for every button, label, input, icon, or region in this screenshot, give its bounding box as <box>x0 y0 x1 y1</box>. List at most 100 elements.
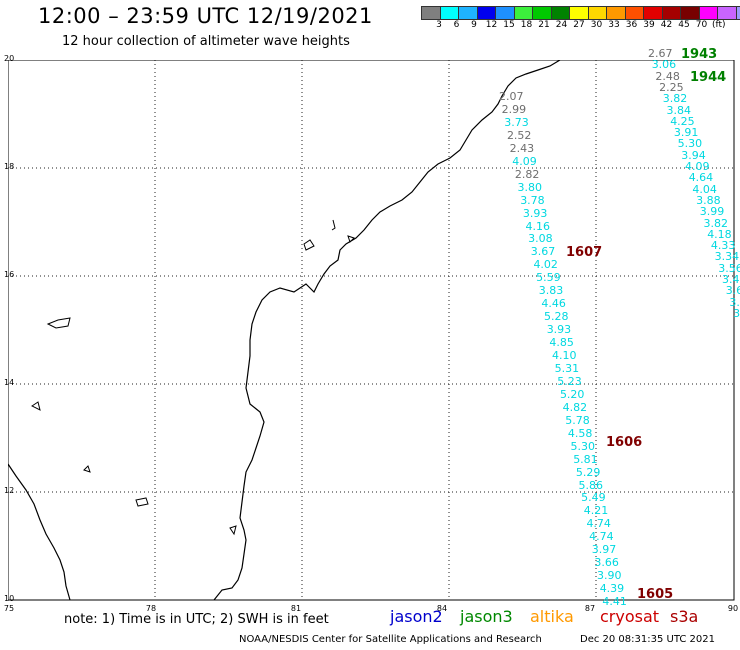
satellite-legend-s3a: s3a <box>670 607 699 626</box>
wave-height-value: 3.67 <box>530 245 556 259</box>
latitude-tick-label: 12 <box>4 486 15 495</box>
footer-note: note: 1) Time is in UTC; 2) SWH is in fe… <box>64 612 329 627</box>
wave-height-value: 4.09 <box>685 160 710 173</box>
wave-height-value: 3.06 <box>651 58 677 72</box>
color-scale-unit: (ft) <box>712 20 726 30</box>
color-scale-label: 30 <box>590 20 603 30</box>
wave-height-value: 4.74 <box>589 530 614 544</box>
wave-height-value: 4.64 <box>688 171 714 185</box>
wave-height-value: 2.43 <box>509 141 535 155</box>
island-8 <box>229 525 237 536</box>
wave-height-value: 4.21 <box>583 504 609 518</box>
longitude-tick-label: 78 <box>145 604 157 613</box>
wave-height-value: 5.30 <box>570 439 596 453</box>
coastline-mainland <box>213 60 561 601</box>
color-scale-label: 42 <box>660 20 673 30</box>
wave-height-value: 5.31 <box>554 361 580 375</box>
wave-height-value: 4.33 <box>710 239 736 253</box>
latitude-tick-label: 14 <box>4 378 15 387</box>
wave-height-value: 3.34 <box>714 250 740 264</box>
color-scale-swatch <box>476 6 496 20</box>
satellite-legend-cryosat: cryosat <box>600 607 660 626</box>
color-scale-swatch <box>643 6 663 20</box>
color-scale-swatch <box>661 6 681 20</box>
pass-time-label: 1944 <box>690 70 727 85</box>
longitude-tick-label: 90 <box>727 604 739 613</box>
satellite-legend-jason2: jason2 <box>390 607 443 626</box>
wave-height-value: 3.78 <box>520 193 545 207</box>
color-scale-label: 9 <box>471 20 477 30</box>
wave-height-value: 3.93 <box>546 323 572 337</box>
wave-height-value: 4.10 <box>552 349 577 362</box>
color-scale-swatch <box>587 6 607 20</box>
coastline-west <box>8 463 71 601</box>
color-scale-label: 24 <box>555 20 568 30</box>
wave-height-value: 3.90 <box>597 569 622 583</box>
longitude-tick-label: 81 <box>290 604 302 613</box>
wave-height-value: 4.82 <box>562 400 588 414</box>
wave-height-value: 3.97 <box>591 543 617 557</box>
wave-height-value: 4.85 <box>549 336 574 350</box>
wave-height-value: 3.6 <box>725 284 740 298</box>
wave-height-value: 3.88 <box>696 193 721 207</box>
color-scale-label: 6 <box>453 20 460 30</box>
wave-height-value: 2.99 <box>501 102 527 116</box>
wave-height-value: 5.86 <box>578 478 604 492</box>
color-scale-swatch <box>698 6 718 20</box>
wave-height-value: 4.16 <box>525 219 551 233</box>
wave-height-value: 5.59 <box>536 271 561 285</box>
longitude-tick-label: 75 <box>3 604 15 613</box>
color-scale-swatch <box>532 6 552 20</box>
wave-height-value: 3 <box>733 306 740 320</box>
wave-height-value: 3.66 <box>594 556 619 570</box>
latitude-tick-label: 10 <box>4 594 15 603</box>
wave-height-value: 5.81 <box>573 452 598 466</box>
island-5 <box>31 401 41 411</box>
latitude-tick-label: 18 <box>4 162 15 171</box>
satellite-legend-jason3: jason3 <box>460 607 513 626</box>
color-scale-label: 39 <box>643 20 655 30</box>
color-scale-label: 33 <box>608 20 620 30</box>
pass-time-label: 1605 <box>637 587 674 602</box>
pass-time-label: 1606 <box>606 435 643 450</box>
island-7 <box>83 465 91 473</box>
wave-height-value: 5.78 <box>565 413 590 427</box>
color-scale-swatch <box>569 6 589 20</box>
color-scale-label: 27 <box>573 20 585 30</box>
wave-height-value: 4.58 <box>567 426 593 440</box>
wave-height-value: 3.94 <box>681 148 706 162</box>
latitude-tick-label: 20 <box>4 54 15 63</box>
color-scale-swatch <box>458 6 478 20</box>
wave-height-value: 2.07 <box>499 90 524 103</box>
wave-height-value: 3.84 <box>666 103 692 117</box>
color-scale-swatch <box>680 6 700 20</box>
wave-height-value: 3.73 <box>504 115 529 129</box>
wave-height-value: 4.25 <box>670 114 695 128</box>
wave-height-value: 5.23 <box>557 374 582 388</box>
footer-credit: NOAA/NESDIS Center for Satellite Applica… <box>239 634 542 645</box>
wave-height-value: 2.52 <box>506 128 532 142</box>
wave-height-value: 3.82 <box>662 92 688 106</box>
color-scale-swatch <box>606 6 626 20</box>
color-scale-swatch <box>717 6 737 20</box>
footer-timestamp: Dec 20 08:31:35 UTC 2021 <box>580 634 715 645</box>
color-scale-label: 21 <box>538 20 550 30</box>
map-frame <box>8 60 735 601</box>
wave-height-value: 4.46 <box>541 297 566 311</box>
wave-height-value: 5.30 <box>677 137 703 151</box>
wave-height-value: 3.99 <box>699 205 725 219</box>
map-border <box>8 60 735 601</box>
wave-height-value: 5.28 <box>544 310 569 324</box>
wave-height-value: 3.08 <box>528 232 553 246</box>
color-scale-label: 15 <box>503 20 515 30</box>
wave-height-value: 3.4 <box>722 273 740 286</box>
satellite-legend-altika: altika <box>530 607 574 626</box>
longitude-tick-label: 84 <box>436 604 448 613</box>
wave-height-value: 5.49 <box>581 491 606 505</box>
color-scale-swatch <box>439 6 459 20</box>
color-scale-swatch <box>550 6 570 20</box>
wave-height-value: 3.7 <box>729 295 740 309</box>
island-2 <box>303 239 315 251</box>
color-scale-label: 45 <box>678 20 690 30</box>
wave-height-value: 3.82 <box>703 216 729 230</box>
